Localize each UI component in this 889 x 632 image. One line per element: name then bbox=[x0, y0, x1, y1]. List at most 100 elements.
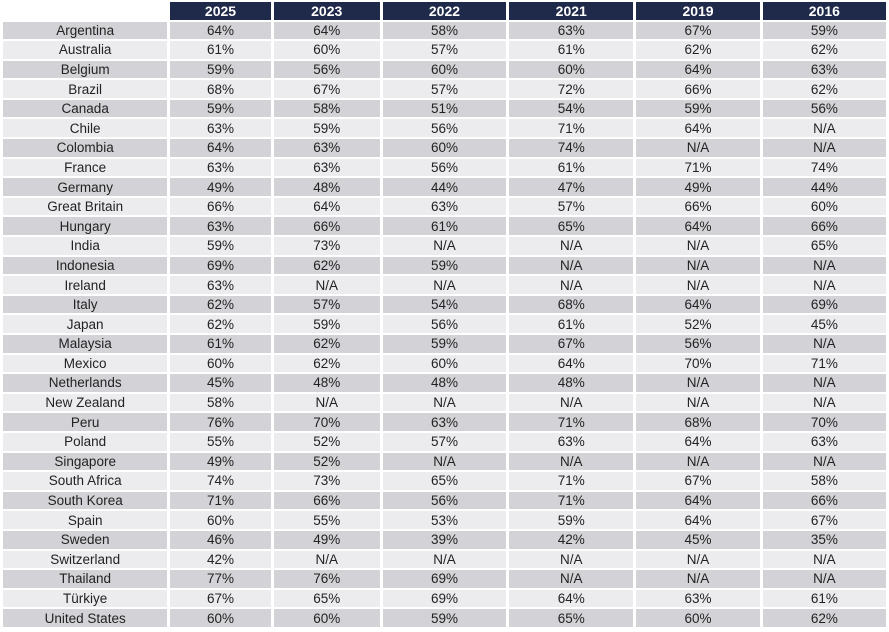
value-cell: 73% bbox=[273, 237, 380, 255]
country-cell: Spain bbox=[3, 511, 168, 529]
value-cell: 64% bbox=[273, 197, 380, 216]
value-cell: 59% bbox=[382, 609, 507, 627]
value-cell: 51% bbox=[382, 99, 507, 118]
value-cell: N/A bbox=[509, 550, 634, 569]
value-cell: 59% bbox=[636, 99, 760, 118]
year-header: 2021 bbox=[509, 2, 634, 20]
value-cell: 42% bbox=[170, 550, 271, 569]
value-cell: 67% bbox=[509, 335, 634, 353]
country-cell: Italy bbox=[3, 295, 168, 314]
table-row: Colombia 64% 63% 60% 74% N/A N/A bbox=[3, 139, 886, 157]
value-cell: 64% bbox=[509, 354, 634, 373]
value-cell: 64% bbox=[273, 21, 380, 40]
table-row: Indonesia 69% 62% 59% N/A N/A N/A bbox=[3, 256, 886, 275]
value-cell: 52% bbox=[273, 452, 380, 471]
table-row: Peru 76% 70% 63% 71% 68% 70% bbox=[3, 413, 886, 431]
value-cell: N/A bbox=[382, 550, 507, 569]
country-cell: Malaysia bbox=[3, 335, 168, 353]
value-cell: 67% bbox=[273, 80, 380, 98]
value-cell: 52% bbox=[273, 432, 380, 451]
value-cell: N/A bbox=[509, 452, 634, 471]
value-cell: 74% bbox=[762, 158, 886, 177]
value-cell: 63% bbox=[170, 119, 271, 138]
value-cell: 61% bbox=[509, 158, 634, 177]
value-cell: 46% bbox=[170, 530, 271, 549]
table-row: Sweden 46% 49% 39% 42% 45% 35% bbox=[3, 530, 886, 549]
value-cell: 59% bbox=[382, 335, 507, 353]
value-cell: 65% bbox=[509, 609, 634, 627]
value-cell: 67% bbox=[762, 511, 886, 529]
value-cell: 63% bbox=[509, 432, 634, 451]
country-cell: Hungary bbox=[3, 217, 168, 236]
value-cell: 59% bbox=[509, 511, 634, 529]
value-cell: 60% bbox=[273, 41, 380, 59]
value-cell: 62% bbox=[762, 80, 886, 98]
country-cell: Canada bbox=[3, 99, 168, 118]
value-cell: 66% bbox=[762, 491, 886, 510]
value-cell: 71% bbox=[636, 158, 760, 177]
value-cell: 76% bbox=[273, 570, 380, 588]
table-row: Hungary 63% 66% 61% 65% 64% 66% bbox=[3, 217, 886, 236]
value-cell: N/A bbox=[636, 237, 760, 255]
table-row: Australia 61% 60% 57% 61% 62% 62% bbox=[3, 41, 886, 59]
value-cell: 64% bbox=[636, 217, 760, 236]
value-cell: 59% bbox=[170, 237, 271, 255]
country-cell: Türkiye bbox=[3, 589, 168, 608]
value-cell: 65% bbox=[273, 589, 380, 608]
value-cell: 49% bbox=[273, 530, 380, 549]
value-cell: N/A bbox=[636, 139, 760, 157]
value-cell: 63% bbox=[273, 158, 380, 177]
table-row: Singapore 49% 52% N/A N/A N/A N/A bbox=[3, 452, 886, 471]
value-cell: N/A bbox=[636, 256, 760, 275]
value-cell: N/A bbox=[762, 452, 886, 471]
country-cell: South Korea bbox=[3, 491, 168, 510]
value-cell: 70% bbox=[273, 413, 380, 431]
value-cell: 66% bbox=[273, 217, 380, 236]
value-cell: 58% bbox=[170, 393, 271, 412]
value-cell: N/A bbox=[509, 256, 634, 275]
value-cell: N/A bbox=[509, 570, 634, 588]
value-cell: 57% bbox=[273, 295, 380, 314]
country-cell: India bbox=[3, 237, 168, 255]
value-cell: 59% bbox=[170, 60, 271, 79]
value-cell: 62% bbox=[636, 41, 760, 59]
country-cell: Poland bbox=[3, 432, 168, 451]
value-cell: 61% bbox=[509, 41, 634, 59]
value-cell: 53% bbox=[382, 511, 507, 529]
value-cell: 62% bbox=[762, 41, 886, 59]
country-cell: Germany bbox=[3, 178, 168, 196]
value-cell: 69% bbox=[762, 295, 886, 314]
value-cell: 60% bbox=[636, 609, 760, 627]
value-cell: 49% bbox=[170, 178, 271, 196]
value-cell: 59% bbox=[762, 21, 886, 40]
year-header: 2023 bbox=[273, 2, 380, 20]
value-cell: 66% bbox=[762, 217, 886, 236]
table-row: Ireland 63% N/A N/A N/A N/A N/A bbox=[3, 276, 886, 294]
table-row: Spain 60% 55% 53% 59% 64% 67% bbox=[3, 511, 886, 529]
value-cell: N/A bbox=[273, 393, 380, 412]
value-cell: 56% bbox=[382, 315, 507, 333]
value-cell: N/A bbox=[509, 237, 634, 255]
value-cell: 48% bbox=[509, 374, 634, 392]
table-row: Netherlands 45% 48% 48% 48% N/A N/A bbox=[3, 374, 886, 392]
table-row: Italy 62% 57% 54% 68% 64% 69% bbox=[3, 295, 886, 314]
value-cell: 65% bbox=[509, 217, 634, 236]
value-cell: 58% bbox=[273, 99, 380, 118]
value-cell: 68% bbox=[509, 295, 634, 314]
value-cell: N/A bbox=[636, 393, 760, 412]
value-cell: 45% bbox=[636, 530, 760, 549]
country-cell: New Zealand bbox=[3, 393, 168, 412]
table-row: Malaysia 61% 62% 59% 67% 56% N/A bbox=[3, 335, 886, 353]
table-row: Chile 63% 59% 56% 71% 64% N/A bbox=[3, 119, 886, 138]
value-cell: 59% bbox=[273, 119, 380, 138]
value-cell: N/A bbox=[762, 393, 886, 412]
table-row: Türkiye 67% 65% 69% 64% 63% 61% bbox=[3, 589, 886, 608]
value-cell: 63% bbox=[382, 197, 507, 216]
value-cell: 60% bbox=[762, 197, 886, 216]
table-row: New Zealand 58% N/A N/A N/A N/A N/A bbox=[3, 393, 886, 412]
value-cell: 74% bbox=[170, 472, 271, 490]
table-row: Argentina 64% 64% 58% 63% 67% 59% bbox=[3, 21, 886, 40]
table-row: South Korea 71% 66% 56% 71% 64% 66% bbox=[3, 491, 886, 510]
value-cell: 64% bbox=[509, 589, 634, 608]
